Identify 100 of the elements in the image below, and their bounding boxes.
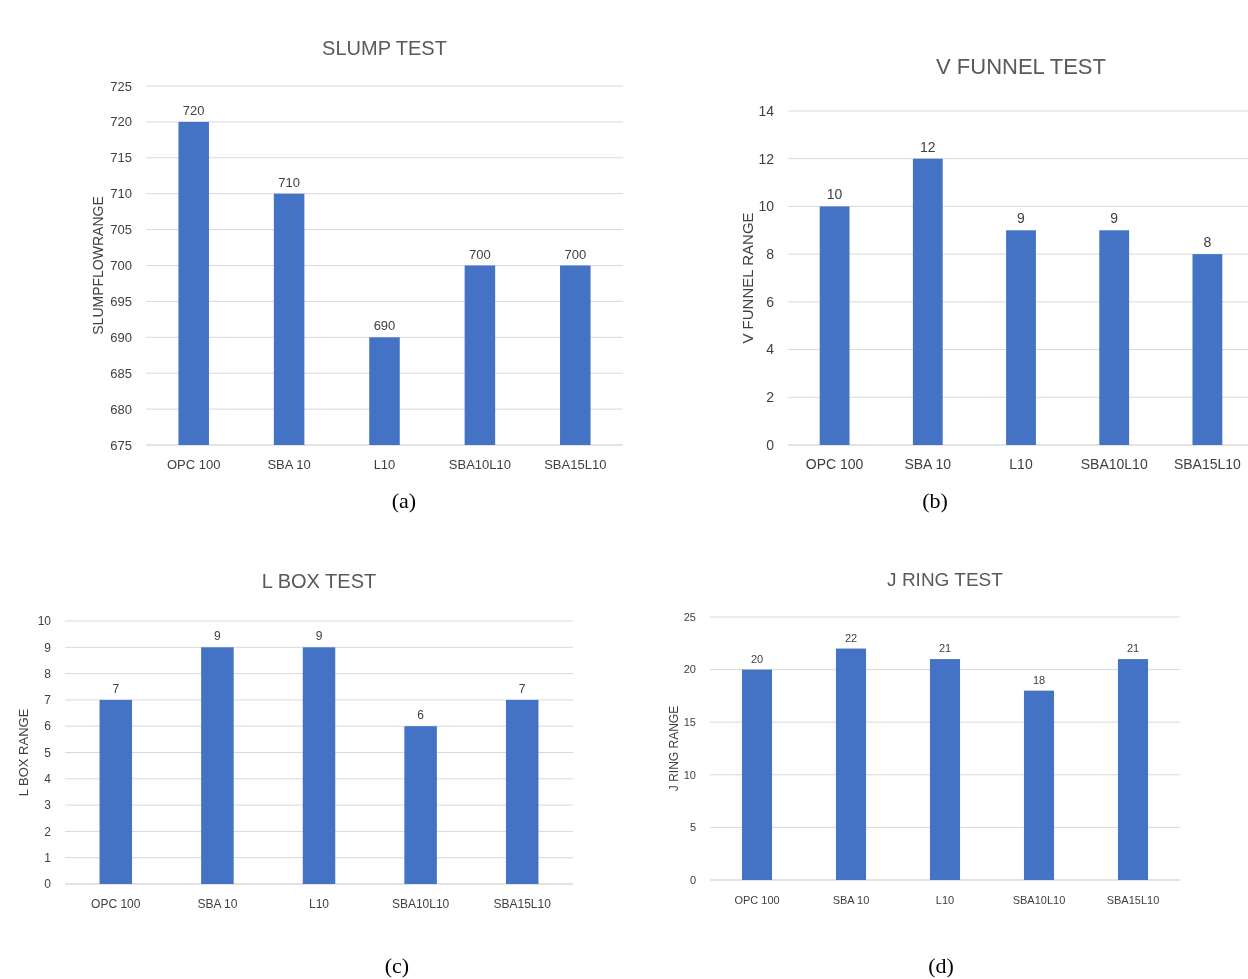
bar xyxy=(201,647,234,884)
y-tick-label: 5 xyxy=(44,745,52,760)
y-axis-title: V FUNNEL RANGE xyxy=(739,212,756,344)
y-tick-label: 675 xyxy=(110,437,132,453)
text: (c) xyxy=(384,953,410,978)
y-tick-label: 7 xyxy=(44,693,52,708)
x-tick-label: OPC 100 xyxy=(734,894,780,906)
y-tick-label: 15 xyxy=(683,716,696,729)
y-tick-label: 690 xyxy=(110,329,132,345)
bar xyxy=(1099,230,1130,445)
y-tick-label: 6 xyxy=(766,293,775,310)
y-tick-label: 710 xyxy=(110,186,132,202)
data-label: 22 xyxy=(844,631,858,644)
x-tick-label: L10 xyxy=(935,894,955,906)
x-tick-label: SBA15L10 xyxy=(544,457,607,472)
x-tick-label: L10 xyxy=(308,897,330,911)
bar xyxy=(819,206,850,445)
x-tick-label: SBA15L10 xyxy=(1173,456,1242,472)
bar xyxy=(835,648,867,880)
y-tick-label: 715 xyxy=(110,150,132,166)
chart-title: L BOX TEST xyxy=(261,570,377,592)
x-tick-label: SBA15L10 xyxy=(493,897,552,911)
data-label: 21 xyxy=(938,642,952,655)
y-tick-label: 10 xyxy=(758,198,775,215)
bar xyxy=(1192,254,1223,445)
x-tick-label: SBA 10 xyxy=(267,457,311,472)
y-tick-label: 0 xyxy=(766,436,775,453)
y-tick-label: 2 xyxy=(44,824,52,839)
data-label: 9 xyxy=(315,629,323,644)
y-tick-label: 12 xyxy=(758,150,775,167)
x-tick-label: SBA 10 xyxy=(197,897,238,911)
data-label: 6 xyxy=(417,708,425,723)
bar xyxy=(1006,230,1036,445)
data-label: 9 xyxy=(1110,210,1119,227)
bar xyxy=(99,699,133,884)
x-tick-label: SBA 10 xyxy=(832,894,870,906)
bar xyxy=(404,726,437,884)
data-label: 21 xyxy=(1126,642,1140,655)
bar xyxy=(505,699,539,884)
y-tick-label: 695 xyxy=(110,293,132,309)
y-tick-label: 25 xyxy=(683,610,696,623)
data-label: 700 xyxy=(564,246,587,262)
x-tick-label: SBA10L10 xyxy=(391,897,450,911)
x-tick-label: SBA10L10 xyxy=(1012,894,1066,906)
x-tick-label: SBA10L10 xyxy=(448,457,511,472)
x-tick-label: OPC 100 xyxy=(805,456,864,472)
y-tick-label: 10 xyxy=(37,614,52,629)
x-tick-label: OPC 100 xyxy=(166,457,221,472)
y-tick-label: 4 xyxy=(766,341,775,358)
y-tick-label: 0 xyxy=(689,873,696,886)
text: (b) xyxy=(922,488,948,513)
y-tick-label: 14 xyxy=(758,102,775,119)
bar xyxy=(912,158,943,445)
y-tick-label: 0 xyxy=(44,877,52,892)
data-label: 710 xyxy=(278,174,300,190)
chart-title: SLUMP TEST xyxy=(322,37,447,59)
bar xyxy=(929,659,961,880)
y-tick-label: 4 xyxy=(44,772,52,786)
y-tick-label: 6 xyxy=(44,719,52,734)
y-tick-label: 5 xyxy=(689,821,696,834)
y-tick-label: 8 xyxy=(766,246,775,263)
data-label: 12 xyxy=(920,138,936,155)
y-tick-label: 8 xyxy=(44,666,52,681)
y-axis-title: SLUMPFLOWRANGE xyxy=(90,196,106,335)
bar xyxy=(741,669,773,880)
x-tick-label: OPC 100 xyxy=(91,897,141,911)
data-label: 720 xyxy=(182,102,205,118)
x-tick-label: SBA 10 xyxy=(904,456,952,472)
y-tick-label: 725 xyxy=(110,78,132,94)
data-label: 20 xyxy=(750,652,764,665)
x-tick-label: L10 xyxy=(373,457,396,472)
data-label: 7 xyxy=(518,681,526,696)
chart-title: J RING TEST xyxy=(887,569,1004,590)
data-label: 8 xyxy=(1203,234,1212,251)
y-axis-title: L BOX RANGE xyxy=(16,708,31,797)
data-label: 9 xyxy=(214,629,222,644)
y-tick-label: 1 xyxy=(44,850,52,865)
data-label: 9 xyxy=(1017,210,1026,227)
text: (d) xyxy=(928,953,954,978)
y-axis-title: J RING RANGE xyxy=(667,705,681,792)
bar xyxy=(302,647,336,884)
chart-title: V FUNNEL TEST xyxy=(936,54,1106,79)
y-tick-label: 3 xyxy=(44,798,52,813)
data-label: 690 xyxy=(373,318,396,334)
y-tick-label: 700 xyxy=(110,258,132,274)
y-tick-label: 9 xyxy=(44,640,52,655)
y-tick-label: 20 xyxy=(683,663,696,676)
data-label: 18 xyxy=(1032,673,1046,686)
bar xyxy=(1117,659,1149,880)
y-tick-label: 720 xyxy=(110,114,132,130)
data-label: 700 xyxy=(469,246,491,262)
y-tick-label: 680 xyxy=(110,401,132,417)
y-tick-label: 2 xyxy=(766,389,775,406)
x-tick-label: L10 xyxy=(1009,456,1033,472)
data-label: 10 xyxy=(826,186,843,203)
y-tick-label: 705 xyxy=(110,222,132,238)
x-tick-label: SBA10L10 xyxy=(1080,456,1148,472)
x-tick-label: SBA15L10 xyxy=(1106,894,1160,906)
y-tick-label: 685 xyxy=(110,365,132,381)
bar xyxy=(1023,690,1055,880)
